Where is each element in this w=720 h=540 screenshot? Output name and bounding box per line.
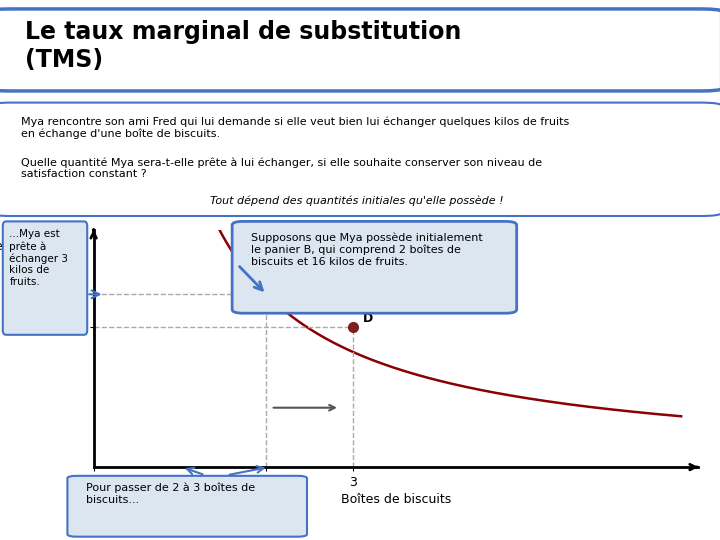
- Text: D: D: [363, 312, 374, 326]
- Text: Supposons que Mya possède initialement
le panier B, qui comprend 2 boîtes de
bis: Supposons que Mya possède initialement l…: [251, 232, 483, 267]
- Y-axis label: Kilos
de fruits: Kilos de fruits: [0, 225, 39, 253]
- Text: Tout dépend des quantités initiales qu'elle possède !: Tout dépend des quantités initiales qu'e…: [210, 195, 503, 206]
- Text: Quelle quantité Mya sera-t-elle prête à lui échanger, si elle souhaite conserver: Quelle quantité Mya sera-t-elle prête à …: [21, 157, 542, 179]
- Text: B: B: [276, 280, 287, 293]
- Text: Le taux marginal de substitution
(TMS): Le taux marginal de substitution (TMS): [24, 20, 461, 72]
- FancyBboxPatch shape: [0, 103, 720, 216]
- Text: Mya rencontre son ami Fred qui lui demande si elle veut bien lui échanger quelqu: Mya rencontre son ami Fred qui lui deman…: [21, 116, 570, 139]
- FancyBboxPatch shape: [0, 9, 720, 91]
- FancyBboxPatch shape: [68, 476, 307, 537]
- FancyBboxPatch shape: [3, 221, 87, 335]
- X-axis label: Boîtes de biscuits: Boîtes de biscuits: [341, 494, 451, 507]
- FancyBboxPatch shape: [232, 221, 517, 313]
- Text: Pour passer de 2 à 3 boîtes de
biscuits...: Pour passer de 2 à 3 boîtes de biscuits.…: [86, 483, 255, 505]
- Text: ...Mya est
prête à
échanger 3
kilos de
fruits.: ...Mya est prête à échanger 3 kilos de f…: [9, 230, 68, 287]
